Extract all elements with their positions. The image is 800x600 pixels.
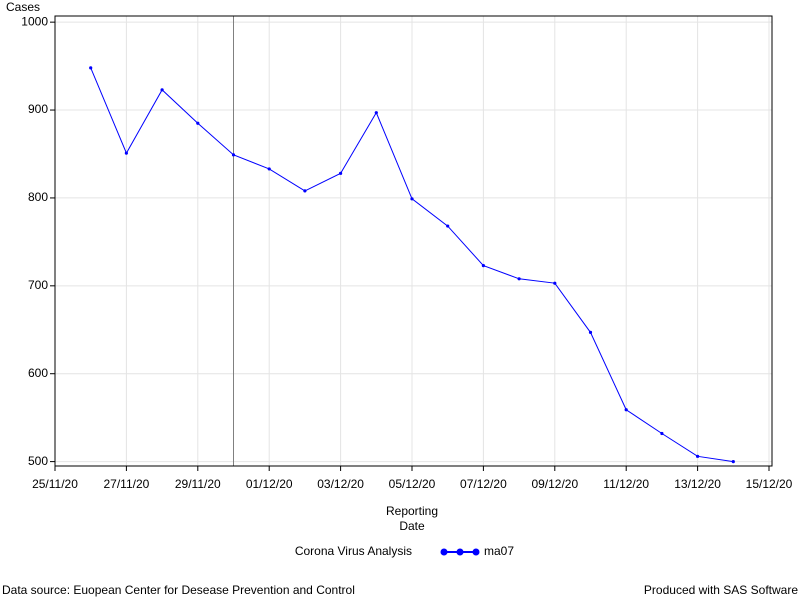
x-tick-label: 07/12/20 bbox=[460, 477, 507, 491]
data-point bbox=[446, 224, 450, 228]
x-tick-label: 27/11/20 bbox=[103, 477, 149, 491]
y-tick-label: 800 bbox=[28, 190, 48, 204]
x-tick-label: 11/12/20 bbox=[603, 477, 649, 491]
data-point bbox=[517, 277, 521, 281]
data-point bbox=[160, 88, 164, 92]
legend-marker bbox=[440, 548, 448, 556]
data-point bbox=[731, 460, 735, 464]
data-point bbox=[231, 153, 236, 157]
y-tick-label: 500 bbox=[28, 454, 48, 468]
data-point bbox=[588, 330, 593, 335]
footnote-left: Data source: Euopean Center for Desease … bbox=[2, 583, 355, 597]
x-tick-label: 13/12/20 bbox=[674, 477, 721, 491]
data-point bbox=[196, 121, 200, 125]
data-point bbox=[696, 454, 700, 458]
data-point bbox=[124, 151, 128, 155]
plot-frame bbox=[54, 15, 773, 467]
x-axis-label: Reporting Date bbox=[385, 504, 439, 533]
data-point bbox=[624, 408, 628, 412]
legend-marker bbox=[472, 548, 480, 556]
data-point bbox=[339, 171, 343, 175]
y-tick-label: 1000 bbox=[21, 14, 48, 28]
x-tick-label: 09/12/20 bbox=[531, 477, 578, 491]
data-point bbox=[660, 431, 664, 436]
y-tick-label: 900 bbox=[28, 102, 48, 116]
x-tick-label: 29/11/20 bbox=[175, 477, 221, 491]
legend-marker bbox=[456, 548, 464, 556]
x-tick-label: 03/12/20 bbox=[317, 477, 364, 491]
data-point bbox=[553, 281, 557, 285]
y-tick-label: 600 bbox=[28, 366, 48, 380]
data-point bbox=[303, 189, 307, 193]
data-point bbox=[481, 264, 485, 268]
x-tick-label: 05/12/20 bbox=[389, 477, 436, 491]
data-point bbox=[374, 111, 378, 115]
data-point bbox=[267, 167, 271, 171]
x-tick-label: 25/11/20 bbox=[32, 477, 78, 491]
y-axis-label: Cases bbox=[6, 0, 40, 14]
data-point bbox=[89, 66, 93, 70]
x-tick-label: 15/12/20 bbox=[746, 477, 793, 491]
legend-label: ma07 bbox=[484, 544, 514, 558]
footnote-right: Produced with SAS Software bbox=[644, 583, 798, 597]
x-tick-label: 01/12/20 bbox=[246, 477, 293, 491]
y-tick-label: 700 bbox=[28, 278, 48, 292]
data-point bbox=[410, 197, 414, 201]
legend-title: Corona Virus Analysis bbox=[295, 544, 412, 558]
